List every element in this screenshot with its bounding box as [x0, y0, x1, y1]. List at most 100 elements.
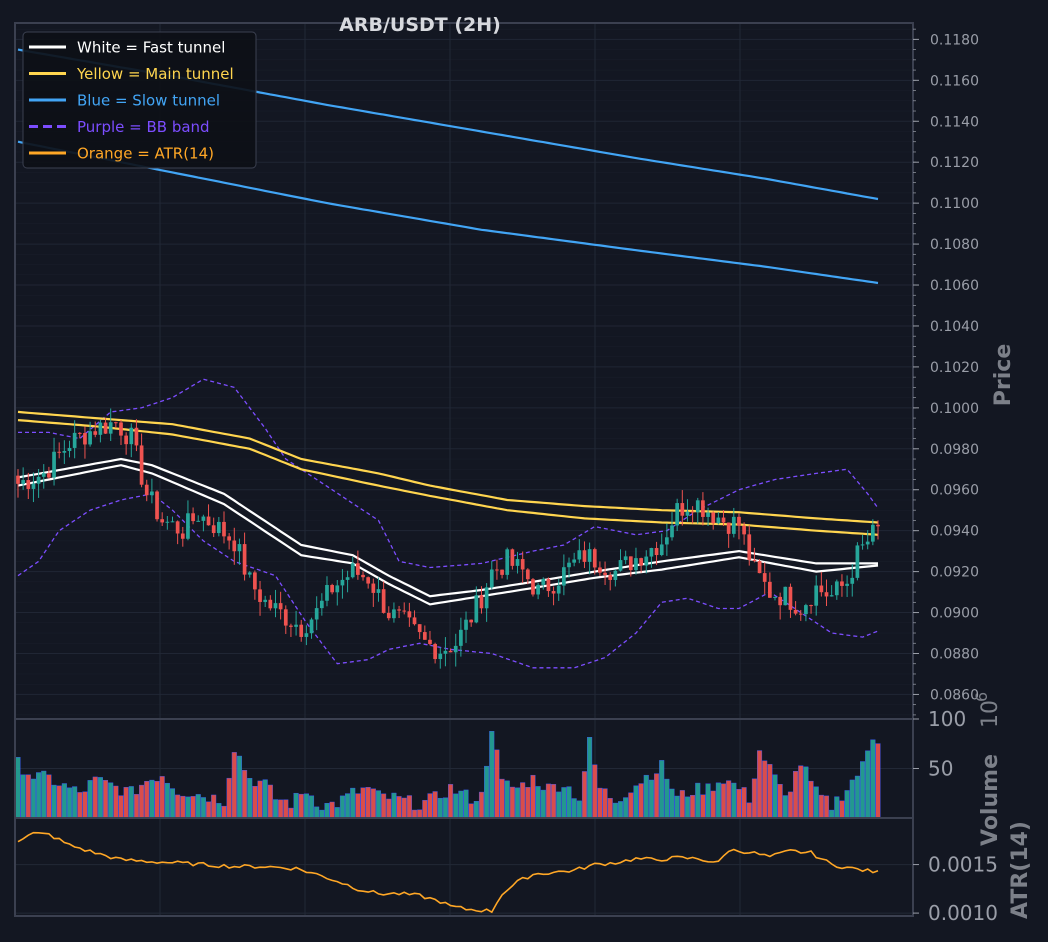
candle-body: [536, 584, 540, 595]
price-tick-label: 0.1180: [930, 32, 979, 48]
candle-body: [216, 521, 221, 534]
volume-bar: [36, 772, 42, 819]
volume-bar: [731, 782, 737, 819]
candle-body: [232, 540, 237, 552]
candle-body: [824, 592, 829, 597]
atr-grid: [15, 864, 913, 914]
candle-body: [654, 548, 659, 556]
volume-bar: [489, 731, 495, 819]
candle-body: [845, 583, 849, 586]
candle-body: [500, 569, 504, 575]
volume-bar: [561, 787, 567, 819]
volume-bar: [247, 778, 253, 819]
volume-bar: [473, 800, 479, 819]
volume-tick-label: 100: [928, 707, 966, 731]
volume-bar: [679, 790, 685, 819]
volume-bar: [92, 776, 98, 819]
candle-body: [551, 591, 556, 594]
candle-body: [443, 650, 448, 654]
candle-body: [191, 513, 195, 522]
candle-body: [778, 596, 783, 606]
candle-body: [757, 561, 762, 574]
candle-body: [52, 451, 56, 478]
candle-body: [474, 595, 479, 623]
candle-body: [840, 581, 844, 586]
candle-body: [479, 595, 484, 609]
volume-bar: [643, 774, 649, 819]
candle-body: [489, 569, 494, 588]
volume-bar: [818, 794, 824, 819]
volume-bar: [303, 793, 309, 819]
volume-bar: [169, 788, 176, 819]
legend-label: Orange = ATR(14): [77, 145, 214, 163]
candle-body: [36, 476, 41, 484]
volume-bar: [164, 782, 170, 819]
volume-bar: [849, 779, 855, 819]
candle-body: [690, 511, 695, 513]
volume-bar: [782, 795, 788, 819]
volume-axis-label: Volume: [978, 754, 1003, 846]
volume-bar: [427, 793, 433, 819]
volume-bar: [540, 789, 546, 819]
volume-bar: [139, 784, 145, 819]
volume-bar: [339, 795, 345, 819]
candle-body: [737, 516, 741, 526]
legend-label: Blue = Slow tunnel: [77, 92, 220, 110]
candle-body: [716, 517, 721, 524]
candle-body: [381, 589, 386, 613]
volume-bar: [823, 795, 830, 819]
volume-bar: [391, 792, 397, 819]
candle-body: [335, 585, 340, 593]
atr-line: [17, 831, 879, 914]
candle-body: [371, 583, 376, 593]
candle-body: [809, 605, 813, 607]
volume-bar: [283, 799, 289, 819]
atr-series-line: [17, 831, 879, 914]
candle-body: [98, 422, 103, 435]
candle-body: [695, 500, 700, 513]
volume-bar: [592, 764, 598, 819]
volume-bar: [803, 766, 809, 819]
volume-bar: [551, 784, 557, 819]
candle-body: [119, 422, 123, 436]
candle-body: [634, 558, 638, 571]
volume-bar: [15, 757, 21, 819]
volume-bar: [448, 784, 454, 819]
candle-body: [731, 516, 736, 534]
candle-body: [783, 586, 788, 606]
volume-bar: [494, 749, 500, 819]
candle-body: [150, 491, 154, 496]
candle-body: [675, 503, 680, 526]
candle-body: [644, 556, 649, 566]
volume-bar: [370, 788, 376, 819]
candle-body: [860, 544, 865, 546]
volume-bar: [97, 777, 103, 819]
volume-bar: [602, 788, 608, 819]
volume-bar: [813, 786, 819, 819]
candle-body: [567, 562, 571, 568]
volume-bar: [829, 809, 835, 819]
candle-body: [587, 549, 592, 562]
candle-body: [541, 578, 546, 585]
volume-bar: [20, 774, 26, 819]
candle-body: [113, 422, 118, 424]
candle-body: [299, 624, 304, 637]
candle-body: [623, 556, 628, 561]
candle-body: [144, 484, 149, 496]
volume-bar: [458, 790, 464, 819]
candle-body: [520, 559, 525, 570]
candle-body: [407, 611, 412, 618]
volume-bar: [293, 792, 299, 819]
candle-body: [613, 570, 618, 580]
volume-bar: [211, 794, 217, 819]
candle-body: [330, 584, 334, 593]
volume-bar: [736, 789, 742, 819]
candle-body: [402, 610, 407, 612]
candle-body: [798, 613, 803, 615]
candle-body: [47, 473, 51, 478]
volume-bar: [113, 785, 119, 819]
volume-bar: [468, 803, 474, 819]
candle-body: [628, 556, 633, 571]
candles: [16, 408, 880, 669]
candle-body: [829, 595, 834, 597]
